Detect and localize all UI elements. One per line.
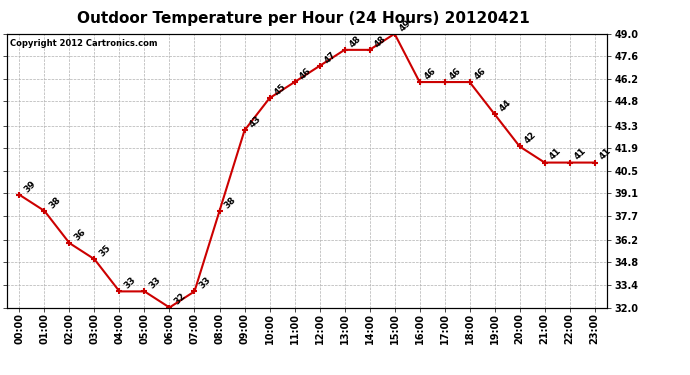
Text: 46: 46 xyxy=(473,66,488,81)
Text: 35: 35 xyxy=(97,243,112,258)
Text: 41: 41 xyxy=(547,147,563,162)
Text: 32: 32 xyxy=(172,291,188,307)
Text: 48: 48 xyxy=(373,34,388,49)
Text: 43: 43 xyxy=(247,114,263,130)
Text: 33: 33 xyxy=(147,275,162,291)
Text: 41: 41 xyxy=(573,147,588,162)
Text: 33: 33 xyxy=(122,275,137,291)
Text: Copyright 2012 Cartronics.com: Copyright 2012 Cartronics.com xyxy=(10,39,157,48)
Text: 33: 33 xyxy=(197,275,213,291)
Text: 44: 44 xyxy=(497,98,513,114)
Text: 41: 41 xyxy=(598,147,613,162)
Text: 46: 46 xyxy=(297,66,313,81)
Text: 45: 45 xyxy=(273,82,288,98)
Text: Outdoor Temperature per Hour (24 Hours) 20120421: Outdoor Temperature per Hour (24 Hours) … xyxy=(77,11,530,26)
Text: 49: 49 xyxy=(397,18,413,33)
Text: 46: 46 xyxy=(447,66,463,81)
Text: 36: 36 xyxy=(72,227,88,242)
Text: 46: 46 xyxy=(422,66,437,81)
Text: 47: 47 xyxy=(322,50,337,65)
Text: 39: 39 xyxy=(22,179,37,194)
Text: 48: 48 xyxy=(347,34,363,49)
Text: 38: 38 xyxy=(47,195,62,210)
Text: 38: 38 xyxy=(222,195,237,210)
Text: 42: 42 xyxy=(522,130,538,146)
